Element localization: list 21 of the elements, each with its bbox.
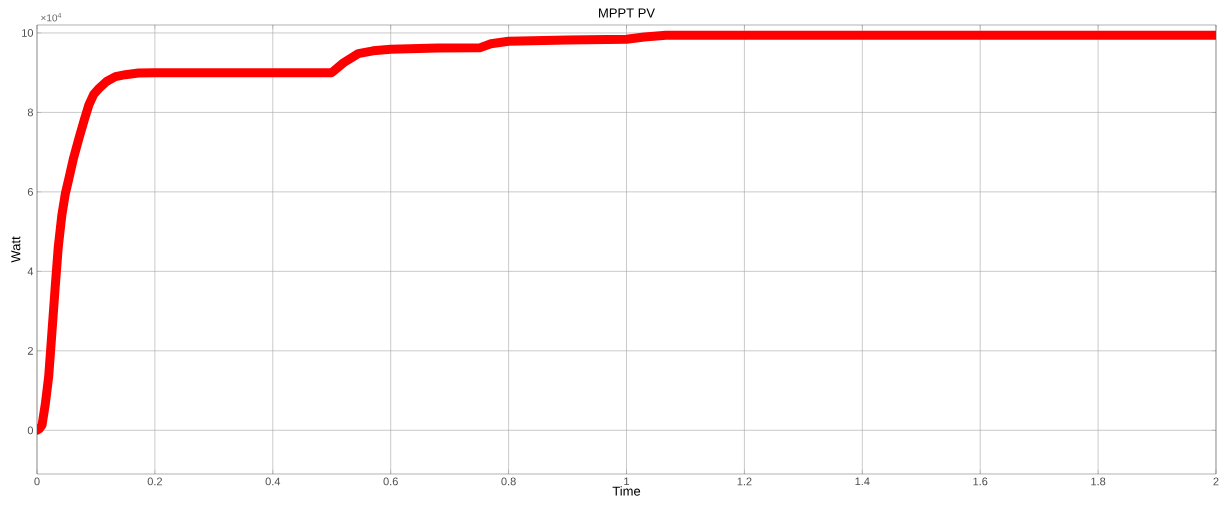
- x-tick-label: 1.2: [737, 477, 752, 486]
- y-tick-label: 6: [27, 188, 33, 196]
- x-tick-label: 1.4: [855, 477, 870, 486]
- x-tick-label: 0.6: [383, 477, 398, 486]
- text: ×10$^{4}$: [41, 12, 62, 22]
- x-tick-label: 1.6: [973, 477, 988, 486]
- x-tick-label: 0.2: [147, 477, 162, 486]
- y-tick-label: 10: [22, 29, 34, 37]
- x-tick-label: 0.8: [501, 477, 516, 486]
- y-axis-title: Watt: [11, 236, 21, 263]
- x-tick-label: 1.8: [1091, 477, 1106, 486]
- chart-title: MPPT PV: [599, 8, 655, 18]
- y-tick-label: 4: [27, 267, 34, 276]
- x-tick-label: 2: [1213, 477, 1219, 486]
- x-axis-title: Time: [612, 486, 641, 496]
- y-tick-label: 8: [27, 108, 33, 117]
- y-tick-label: 0: [27, 426, 34, 435]
- x-tick-label: 0: [34, 477, 40, 486]
- y-tick-label: 2: [27, 346, 33, 355]
- x-tick-label: 0.4: [265, 477, 281, 486]
- x-tick-label: 1: [624, 477, 630, 486]
